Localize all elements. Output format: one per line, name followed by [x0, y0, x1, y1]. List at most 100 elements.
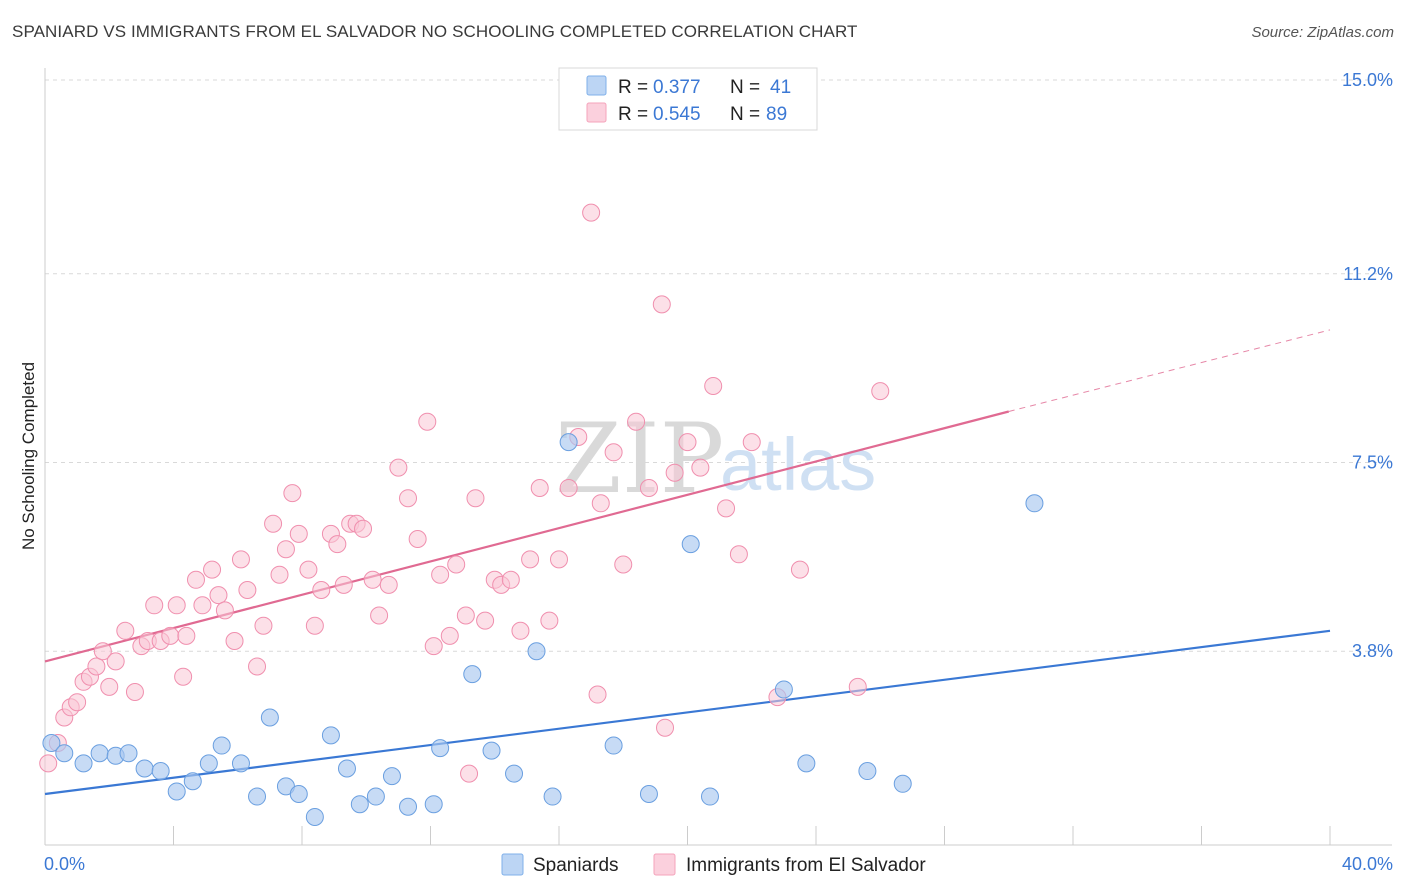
point-spaniards	[639, 785, 658, 803]
point-immigrants	[627, 412, 646, 431]
point-immigrants	[370, 606, 389, 625]
watermark: ZIP atlas	[555, 403, 876, 515]
point-immigrants	[116, 621, 135, 640]
point-spaniards	[151, 762, 170, 781]
y-axis-label: No Schooling Completed	[19, 362, 38, 550]
point-spaniards	[366, 787, 385, 806]
watermark-atlas: atlas	[720, 423, 876, 506]
point-immigrants	[209, 586, 228, 605]
bottom-legend-label-immigrants: Immigrants from El Salvador	[686, 855, 926, 876]
point-immigrants	[39, 754, 58, 773]
point-immigrants	[399, 489, 418, 508]
bottom-legend-label-spaniards: Spaniards	[533, 855, 619, 876]
point-spaniards	[337, 759, 356, 778]
point-immigrants	[742, 433, 761, 452]
point-immigrants	[125, 683, 144, 701]
point-spaniards	[321, 726, 340, 745]
point-immigrants	[93, 642, 112, 661]
point-immigrants	[591, 494, 610, 513]
legend: R = 0.377 N = 41 R = 0.545 N = 89	[558, 67, 818, 131]
x-tick-label-min: 0.0%	[44, 854, 85, 874]
point-spaniards	[463, 665, 482, 684]
chart-title: SPANIARD VS IMMIGRANTS FROM EL SALVADOR …	[12, 22, 858, 41]
point-immigrants	[225, 632, 244, 650]
point-immigrants	[254, 616, 273, 635]
point-spaniards	[74, 754, 93, 773]
point-immigrants	[521, 550, 540, 569]
legend-r-label-2: R =	[618, 104, 648, 125]
point-spaniards	[858, 762, 877, 781]
point-spaniards	[893, 774, 912, 793]
point-immigrants	[145, 596, 164, 615]
point-immigrants	[174, 667, 193, 686]
point-immigrants	[456, 606, 475, 625]
trend-line-immigrants-extension	[1008, 329, 1331, 412]
point-spaniards	[797, 754, 816, 773]
y-tick-labels: 3.8% 7.5% 11.2% 15.0%	[1342, 70, 1393, 661]
point-immigrants	[186, 570, 205, 589]
point-spaniards	[199, 754, 218, 773]
point-immigrants	[511, 621, 530, 640]
y-tick-label: 3.8%	[1352, 641, 1393, 661]
point-immigrants	[550, 550, 568, 569]
trend-line-immigrants	[44, 410, 1010, 663]
point-spaniards	[55, 744, 74, 763]
point-immigrants	[264, 514, 283, 533]
point-spaniards	[700, 787, 719, 806]
point-immigrants	[559, 479, 578, 497]
point-immigrants	[177, 626, 196, 645]
point-spaniards	[248, 787, 267, 806]
series-spaniards-points	[42, 433, 1044, 826]
point-spaniards	[424, 795, 443, 814]
point-immigrants	[389, 458, 408, 477]
axes	[44, 68, 1392, 846]
legend-r-value-1: 0.377	[653, 77, 701, 98]
point-spaniards	[527, 642, 546, 661]
point-spaniards	[604, 736, 623, 755]
legend-r-label-1: R =	[618, 77, 648, 98]
point-immigrants	[276, 540, 295, 559]
point-spaniards	[482, 741, 501, 760]
point-immigrants	[328, 535, 347, 554]
y-tick-label: 7.5%	[1352, 453, 1393, 473]
point-immigrants	[231, 550, 250, 569]
point-immigrants	[106, 652, 125, 671]
point-immigrants	[424, 637, 443, 656]
point-spaniards	[774, 680, 793, 699]
point-immigrants	[790, 560, 809, 579]
point-immigrants	[717, 499, 736, 518]
point-immigrants	[639, 479, 658, 497]
legend-swatch-spaniards	[586, 75, 607, 96]
point-spaniards	[90, 744, 109, 763]
point-spaniards	[289, 785, 308, 803]
point-immigrants	[363, 570, 382, 589]
bottom-legend-swatch-spaniards	[501, 853, 524, 876]
point-immigrants	[656, 718, 675, 737]
point-immigrants	[167, 596, 186, 615]
point-immigrants	[215, 601, 234, 620]
point-immigrants	[238, 581, 257, 599]
legend-swatch-immigrants	[586, 102, 607, 123]
point-immigrants	[248, 657, 267, 676]
point-immigrants	[440, 626, 459, 645]
point-spaniards	[135, 759, 154, 778]
y-tick-label: 11.2%	[1343, 264, 1393, 284]
point-spaniards	[183, 772, 202, 791]
point-spaniards	[681, 535, 700, 554]
point-immigrants	[203, 560, 222, 579]
point-spaniards	[231, 754, 250, 773]
point-immigrants	[431, 565, 450, 584]
point-immigrants	[100, 677, 119, 696]
legend-r-value-2: 0.545	[653, 104, 701, 125]
point-immigrants	[588, 685, 607, 704]
point-spaniards	[260, 708, 279, 727]
point-spaniards	[167, 782, 186, 801]
point-immigrants	[848, 677, 867, 696]
point-immigrants	[447, 555, 466, 574]
point-spaniards	[431, 739, 450, 758]
point-spaniards	[399, 797, 418, 816]
point-immigrants	[299, 560, 318, 579]
point-spaniards	[1025, 494, 1044, 513]
point-immigrants	[476, 611, 495, 630]
legend-n-value-2: 89	[766, 104, 787, 125]
